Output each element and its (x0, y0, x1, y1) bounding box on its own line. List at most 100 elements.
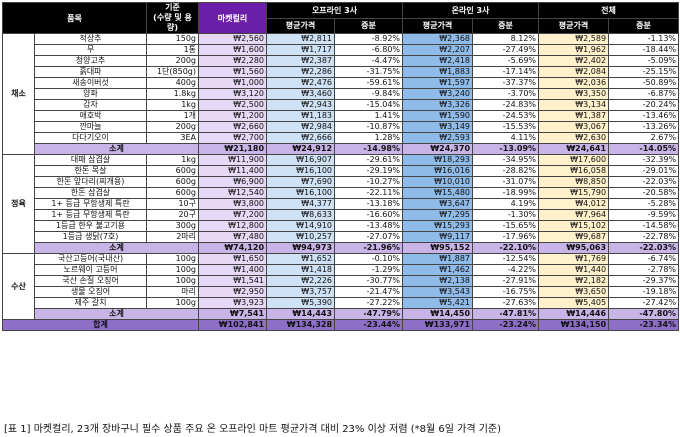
cell-mk: ₩7,480 (198, 231, 268, 243)
item-name: 대패 삼겹살 (33, 154, 148, 166)
item-name: 감자 (33, 99, 148, 111)
item-unit: 1단(850g) (146, 66, 200, 78)
cell-offc: -10.27% (334, 176, 404, 188)
header-online: 온라인 3사 (402, 2, 540, 19)
table-row: 흙대파 1단(850g) ₩1,560 ₩2,286 -31.75% ₩1,883 -17.… (3, 66, 680, 78)
cell-mk: ₩12,540 (198, 187, 268, 199)
item-unit: 1개 (146, 110, 200, 122)
cell-offc: -29.19% (334, 165, 404, 177)
cell-mk: ₩2,560 (198, 33, 268, 45)
table-row: 감자 1kg ₩2,500 ₩2,943 -15.04% ₩3,326 -24.83% ₩3,… (3, 99, 680, 111)
cell-onc: -34.95% (472, 154, 540, 166)
subtotal-label: 소계 (33, 242, 200, 254)
category-cell: 정육 (2, 154, 35, 254)
item-unit: 100g (146, 264, 200, 276)
item-unit: 150g (146, 33, 200, 45)
cell-onc: -17.96% (472, 231, 540, 243)
grand-total-tp: ₩134,150 (538, 319, 610, 331)
cell-mk: ₩1,541 (198, 275, 268, 287)
cell-offp: ₩5,390 (266, 297, 336, 309)
cell-onc: 8.12% (472, 33, 540, 45)
cell-onc: -4.22% (472, 264, 540, 276)
cell-onc: -28.82% (472, 165, 540, 177)
cell-offc: -27.22% (334, 297, 404, 309)
item-name: 국산 손질 오징어 (33, 275, 148, 287)
item-name: 1+ 등급 무항생제 특란 (33, 198, 148, 210)
cell-mk: ₩1,600 (198, 44, 268, 56)
price-comparison-table: 품목 기준 (수량 및 용량) 마켓컬리 오프라인 3사 온라인 3사 전체 평… (1, 2, 680, 331)
cell-offp: ₩2,387 (266, 55, 336, 67)
table-row: 정육 대패 삼겹살 1kg ₩11,900 ₩16,907 -29.61% ₩18,293-… (2, 154, 680, 254)
cell-offc: -29.61% (334, 154, 404, 166)
cell-offc: -9.84% (334, 88, 404, 100)
cell-offc: -1.29% (334, 264, 404, 276)
cell-onc: -27.63% (472, 297, 540, 309)
item-name: 흙대파 (33, 66, 148, 78)
item-unit: 1.8kg (146, 88, 200, 100)
cell-mk: ₩7,200 (198, 209, 268, 221)
table-row: 생물 오징어 마리 ₩2,950 ₩3,757 -21.47% ₩3,543 -16.75%… (3, 286, 680, 298)
item-unit: 1kg (146, 154, 200, 166)
cell-offp: ₩4,377 (266, 198, 336, 210)
cell-onp: ₩16,016 (402, 165, 474, 177)
cell-onc: -15.53% (472, 121, 540, 133)
cell-tp: ₩2,036 (538, 77, 610, 89)
cell-offp: ₩16,907 (266, 154, 336, 166)
cell-offp: ₩16,100 (266, 165, 336, 177)
subtotal-offp: ₩94,973 (266, 242, 336, 254)
cell-tp: ₩4,012 (538, 198, 610, 210)
subtotal-tc: -14.05% (608, 143, 680, 155)
cell-offc: -10.87% (334, 121, 404, 133)
cell-tp: ₩2,402 (538, 55, 610, 67)
item-name: 적상추 (33, 33, 148, 45)
subtotal-offp: ₩24,912 (266, 143, 336, 155)
cell-tc: -22.03% (608, 176, 680, 188)
cell-offc: -22.11% (334, 187, 404, 199)
cell-onc: -16.75% (472, 286, 540, 298)
cell-tc: -20.24% (608, 99, 680, 111)
cell-mk: ₩1,650 (198, 253, 268, 265)
cell-tc: -6.87% (608, 88, 680, 100)
item-unit: 600g (146, 176, 200, 188)
item-unit: 600g (146, 165, 200, 177)
item-name: 양파 (33, 88, 148, 100)
cell-onp: ₩5,421 (402, 297, 474, 309)
cell-offp: ₩8,633 (266, 209, 336, 221)
cell-tc: -22.78% (608, 231, 680, 243)
cell-onc: -18.99% (472, 187, 540, 199)
cell-offc: -6.80% (334, 44, 404, 56)
table-row: 노르웨이 고등어 100g ₩1,400 ₩1,418 -1.29% ₩1,462 -4.2… (3, 264, 680, 276)
cell-tc: 2.67% (608, 132, 680, 144)
subtotal-tc: -47.80% (608, 308, 680, 320)
item-name: 깐마늘 (33, 121, 148, 133)
table-row: 1+ 등급 무항생제 특란 10구 ₩3,800 ₩4,377 -13.18% ₩3,64… (3, 198, 680, 210)
header-item: 품목 (1, 2, 148, 34)
cell-tp: ₩3,134 (538, 99, 610, 111)
cell-onp: ₩1,887 (402, 253, 474, 265)
item-unit: 3EA (146, 132, 200, 144)
cell-onp: ₩7,295 (402, 209, 474, 221)
cell-mk: ₩2,500 (198, 99, 268, 111)
cell-offp: ₩1,418 (266, 264, 336, 276)
item-unit: 100g (146, 275, 200, 287)
subtotal-mk: ₩21,180 (198, 143, 268, 155)
grand-total-onc: -23.24% (472, 319, 540, 331)
cell-onc: 4.11% (472, 132, 540, 144)
cell-onc: -12.54% (472, 253, 540, 265)
subtotal-tc: -22.03% (608, 242, 680, 254)
cell-offc: 1.28% (334, 132, 404, 144)
category-cell: 수산 (2, 253, 35, 320)
item-unit: 1통 (146, 44, 200, 56)
table-row: 제주 갈치 100g ₩3,923 ₩5,390 -27.22% ₩5,421 -27.63… (3, 297, 680, 309)
cell-offc: -13.18% (334, 198, 404, 210)
item-unit: 100g (146, 297, 200, 309)
cell-onc: -3.70% (472, 88, 540, 100)
item-unit: 400g (146, 77, 200, 89)
cell-tc: -13.46% (608, 110, 680, 122)
cell-onp: ₩15,293 (402, 220, 474, 232)
cell-onc: -27.91% (472, 275, 540, 287)
item-unit: 2마리 (146, 231, 200, 243)
item-name: 제주 갈치 (33, 297, 148, 309)
cell-tc: -9.59% (608, 209, 680, 221)
cell-offc: 1.41% (334, 110, 404, 122)
